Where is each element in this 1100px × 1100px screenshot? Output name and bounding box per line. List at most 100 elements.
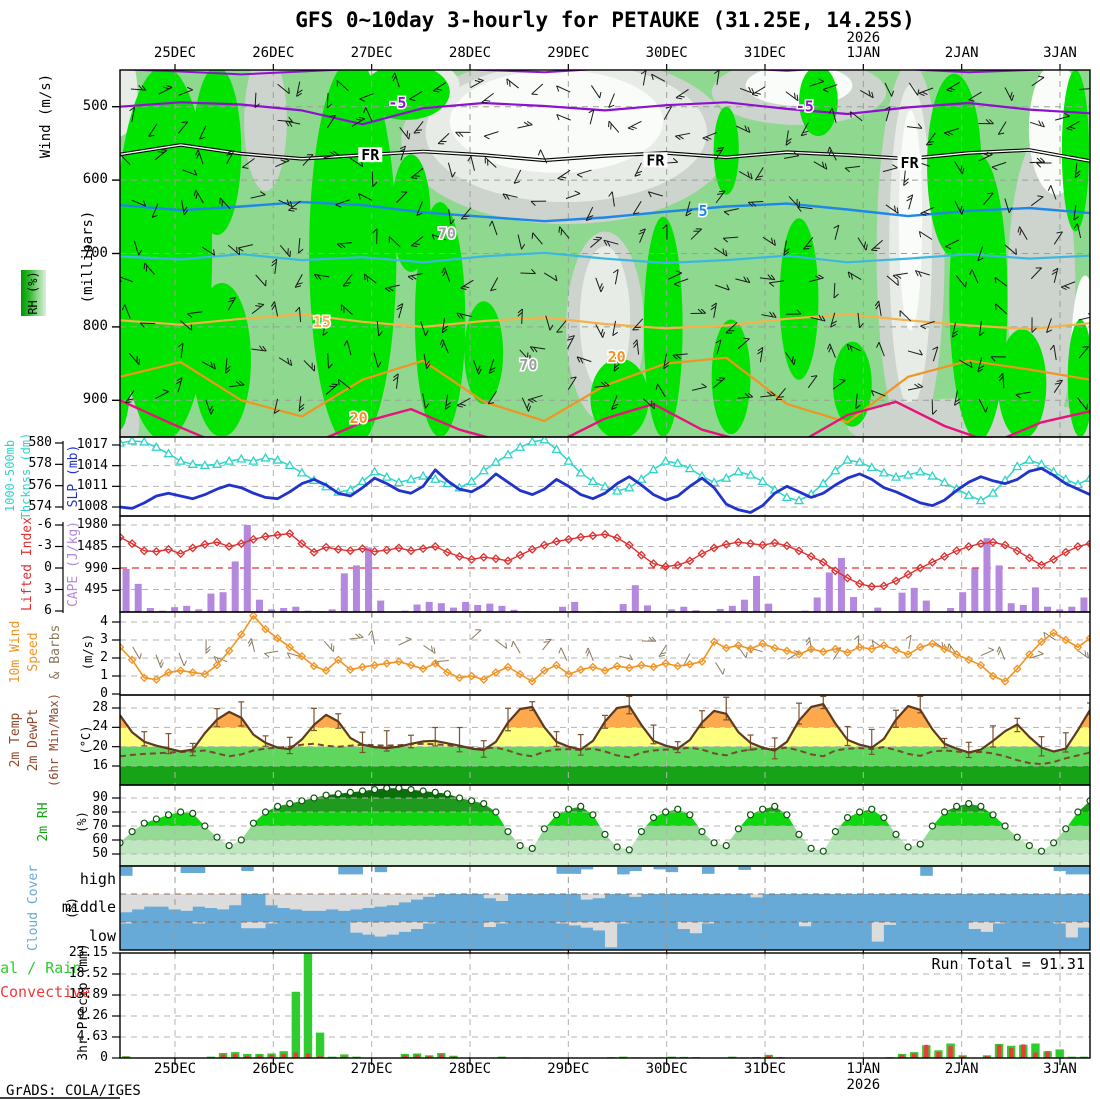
tick-label: 13.89 bbox=[68, 987, 108, 1002]
run-total-label: Run Total = 91.31 bbox=[931, 955, 1085, 973]
axis-label-rh: RH (%) bbox=[26, 271, 40, 315]
tick-label: low bbox=[88, 927, 116, 945]
tick-label: 27DEC bbox=[350, 45, 393, 61]
tick-label: 500 bbox=[82, 97, 108, 114]
tick-label: 1014 bbox=[76, 457, 108, 473]
tick-label: 9.26 bbox=[76, 1008, 108, 1023]
tick-label: 20 bbox=[92, 738, 108, 754]
tick-label: 3 bbox=[44, 581, 52, 597]
axis-label-slp: SLP (mb) bbox=[66, 444, 81, 508]
axis-label-speed: Speed bbox=[26, 632, 41, 672]
tick-label: 31DEC bbox=[743, 1061, 787, 1077]
tick-label: 3JAN bbox=[1043, 45, 1077, 61]
tick-label: 70 bbox=[92, 818, 108, 833]
tick-label: 1980 bbox=[76, 517, 108, 532]
svg-text:20: 20 bbox=[350, 409, 368, 427]
tick-label: 50 bbox=[92, 846, 108, 861]
wind10m-panel bbox=[120, 612, 1090, 695]
tick-label: 2 bbox=[100, 650, 108, 665]
tick-label: 4.63 bbox=[76, 1029, 108, 1044]
svg-text:20: 20 bbox=[608, 348, 626, 366]
tick-label: 800 bbox=[82, 317, 108, 334]
svg-text:-5: -5 bbox=[796, 98, 814, 116]
tick-label: 26DEC bbox=[252, 1061, 295, 1077]
tick-label: 1011 bbox=[76, 478, 108, 494]
tick-label: 29DEC bbox=[547, 45, 590, 61]
axis-label-2m-temp: 2m Temp bbox=[8, 712, 23, 768]
tick-label: 25DEC bbox=[153, 1061, 197, 1077]
tick-label: 3JAN bbox=[1043, 1061, 1077, 1077]
tick-label: 90 bbox=[92, 790, 108, 805]
tick-label: 1JAN bbox=[846, 45, 881, 61]
tick-label: 0 bbox=[44, 560, 52, 575]
svg-text:FR: FR bbox=[646, 151, 665, 169]
tick-label: 16 bbox=[92, 758, 108, 773]
tick-label: 1 bbox=[100, 668, 108, 683]
svg-text:70: 70 bbox=[519, 356, 537, 374]
tick-label: 27DEC bbox=[350, 1061, 393, 1077]
svg-text:70: 70 bbox=[438, 225, 456, 243]
tick-label: 1008 bbox=[76, 499, 108, 514]
svg-text:FR: FR bbox=[901, 154, 920, 172]
svg-text:5: 5 bbox=[698, 202, 707, 220]
tick-label: 18.52 bbox=[68, 966, 108, 981]
tick-label: 1485 bbox=[76, 538, 108, 554]
tick-label: 600 bbox=[82, 171, 108, 188]
tick-label: 990 bbox=[84, 560, 108, 576]
tick-label: 30DEC bbox=[645, 45, 688, 61]
tick-label: 29DEC bbox=[547, 1061, 590, 1077]
tick-label: 900 bbox=[82, 391, 108, 408]
tick-label: 2026 bbox=[846, 30, 881, 46]
tick-label: middle bbox=[61, 898, 116, 916]
temp2m-panel bbox=[120, 695, 1090, 785]
page-title: GFS 0~10day 3-hourly for PETAUKE (31.25E… bbox=[295, 8, 915, 32]
tick-label: 6 bbox=[44, 603, 52, 618]
tick-label: 28DEC bbox=[448, 45, 492, 61]
upper-air-panel: -5 -5 FR FR FR 5 15 20 20 70 70 bbox=[120, 70, 1090, 437]
tick-label: 23.15 bbox=[68, 945, 108, 960]
cloud-cover-panel bbox=[120, 866, 1090, 950]
tick-label: -6 bbox=[36, 516, 52, 532]
rh2m-panel bbox=[120, 785, 1090, 866]
tick-label: 0 bbox=[100, 686, 108, 701]
tick-label: 4 bbox=[100, 614, 108, 629]
tick-label: 25DEC bbox=[153, 45, 197, 61]
axis-label-10m-wind: 10m Wind bbox=[8, 620, 23, 684]
tick-label: 2026 bbox=[846, 1077, 881, 1093]
svg-text:-5: -5 bbox=[388, 94, 406, 112]
tick-label: 28DEC bbox=[448, 1061, 492, 1077]
legend-convective: Convective bbox=[0, 983, 91, 1001]
tick-label: 26DEC bbox=[252, 45, 295, 61]
tick-label: 580 bbox=[28, 435, 52, 450]
cape-li-panel bbox=[120, 516, 1090, 612]
svg-text:FR: FR bbox=[361, 146, 380, 164]
tick-label: 578 bbox=[28, 456, 52, 472]
tick-label: 0 bbox=[100, 1050, 108, 1065]
tick-label: 576 bbox=[28, 477, 52, 493]
tick-label: 28 bbox=[92, 700, 108, 715]
tick-label: 2JAN bbox=[944, 45, 979, 61]
tick-label: 80 bbox=[92, 804, 108, 819]
tick-label: 700 bbox=[82, 244, 108, 261]
svg-text:15: 15 bbox=[313, 313, 331, 331]
tick-label: 60 bbox=[92, 832, 108, 847]
tick-label: 2JAN bbox=[944, 1061, 979, 1077]
axis-label-2m-dewpt: 2m DewPt bbox=[26, 708, 41, 772]
tick-label: high bbox=[79, 870, 116, 888]
tick-label: 3 bbox=[100, 632, 108, 647]
tick-label: 495 bbox=[84, 582, 108, 598]
axis-label-wind: Wind (m/s) bbox=[38, 73, 54, 159]
tick-label: 1JAN bbox=[846, 1061, 881, 1077]
legend-total-rain: Total / Rain bbox=[0, 959, 82, 977]
tick-label: 30DEC bbox=[645, 1061, 688, 1077]
rh-legend-swatch bbox=[21, 270, 46, 316]
grads-credit: GrADS: COLA/IGES bbox=[6, 1083, 141, 1099]
tick-label: 1017 bbox=[76, 437, 108, 452]
slp-thickness-panel bbox=[120, 437, 1090, 516]
tick-label: -3 bbox=[36, 538, 52, 554]
tick-label: 24 bbox=[92, 719, 108, 735]
tick-label: 31DEC bbox=[743, 45, 787, 61]
tick-label: 574 bbox=[28, 499, 52, 514]
